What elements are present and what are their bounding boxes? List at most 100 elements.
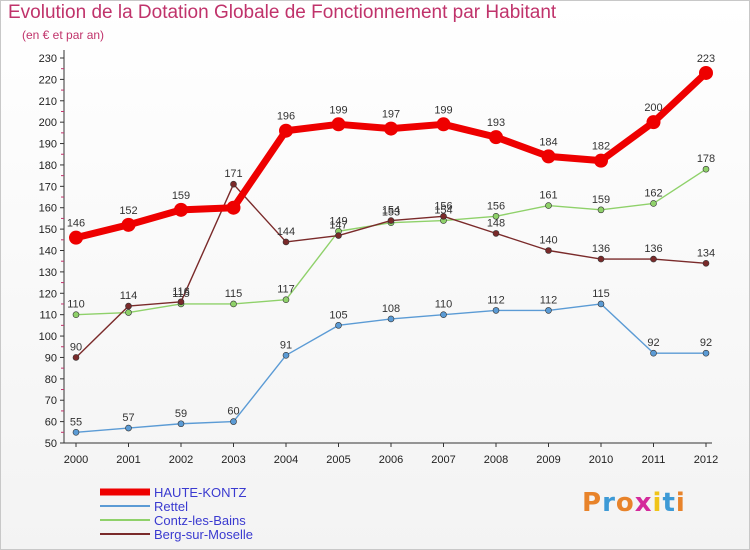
- data-point: [545, 202, 552, 209]
- data-point: [177, 298, 185, 306]
- data-point: [331, 117, 346, 132]
- data-label: 91: [280, 339, 292, 351]
- data-point: [492, 230, 500, 237]
- x-tick-label: 2003: [221, 454, 245, 466]
- y-tick-label: 130: [39, 267, 57, 279]
- x-tick-label: 2004: [274, 454, 298, 466]
- x-tick-label: 2001: [116, 454, 140, 466]
- x-tick-label: 2010: [589, 454, 613, 466]
- data-label: 140: [539, 235, 557, 247]
- y-tick-label: 70: [45, 395, 57, 407]
- data-point: [440, 212, 447, 220]
- data-point: [335, 232, 342, 239]
- data-point: [230, 418, 237, 425]
- data-label: 90: [70, 341, 82, 353]
- data-point: [279, 123, 293, 138]
- x-tick-label: 2008: [484, 454, 508, 466]
- data-label: 55: [70, 416, 82, 428]
- data-point: [702, 349, 710, 357]
- data-point: [492, 212, 500, 220]
- legend-label: HAUTE-KONTZ: [154, 485, 247, 500]
- proxiti-logo: Proxiti: [582, 488, 686, 518]
- y-tick-label: 120: [39, 288, 57, 300]
- data-label: 156: [434, 200, 452, 212]
- data-point: [436, 117, 451, 132]
- chart-title: Evolution de la Dotation Globale de Fonc…: [8, 2, 557, 23]
- data-point: [646, 115, 661, 130]
- data-point: [650, 349, 657, 357]
- logo-letter: P: [582, 488, 603, 518]
- data-label: 162: [644, 187, 662, 199]
- data-point: [489, 130, 503, 145]
- data-point: [492, 307, 500, 314]
- y-tick-label: 110: [39, 310, 57, 322]
- logo-letter: r: [602, 488, 616, 518]
- data-label: 159: [172, 190, 190, 202]
- data-point: [282, 238, 290, 246]
- data-label: 182: [592, 141, 610, 153]
- data-point: [125, 302, 132, 310]
- series-line-contz-les-bains: [75, 168, 707, 316]
- data-point: [702, 260, 710, 267]
- legend: HAUTE-KONTZRettelContz-les-BainsBerg-sur…: [100, 485, 253, 542]
- data-label: 59: [175, 408, 187, 420]
- data-point: [597, 255, 605, 263]
- data-label: 178: [697, 153, 715, 165]
- y-tick-label: 200: [39, 117, 57, 129]
- data-point: [125, 424, 132, 432]
- y-tick-label: 60: [45, 417, 57, 429]
- data-label: 117: [277, 284, 295, 296]
- data-point: [72, 354, 80, 361]
- data-label: 196: [277, 111, 295, 123]
- x-tick-label: 2011: [642, 454, 666, 466]
- data-label: 147: [329, 220, 347, 232]
- data-point: [226, 200, 241, 215]
- x-tick-label: 2007: [431, 454, 455, 466]
- axes: 50 60 70 80 90 100 110 120 130 140 150 160 170 180 190…: [39, 50, 718, 466]
- series-lines: [69, 65, 713, 436]
- logo-letter: x: [634, 488, 653, 518]
- data-point: [69, 230, 83, 245]
- data-label: 197: [382, 109, 400, 121]
- data-label: 116: [172, 286, 190, 298]
- data-point: [702, 165, 710, 173]
- data-label: 115: [592, 288, 610, 300]
- data-label: 148: [487, 217, 505, 229]
- data-point: [282, 296, 290, 303]
- legend-label: Berg-sur-Moselle: [154, 527, 253, 542]
- data-label: 115: [172, 288, 190, 300]
- data-label: 152: [119, 205, 137, 217]
- data-point: [72, 429, 80, 436]
- data-point: [174, 202, 188, 217]
- y-tick-label: 80: [45, 374, 57, 386]
- data-label: 136: [592, 243, 610, 255]
- data-point: [541, 149, 556, 164]
- data-point: [597, 300, 605, 308]
- x-tick-label: 2009: [536, 454, 560, 466]
- data-point: [230, 300, 237, 308]
- data-label: 153: [382, 207, 400, 219]
- data-point: [230, 180, 237, 188]
- x-tick-label: 2005: [326, 454, 350, 466]
- data-label: 146: [67, 218, 85, 230]
- data-label: 114: [120, 290, 138, 302]
- data-label: 199: [329, 104, 347, 116]
- data-label: 92: [647, 337, 659, 349]
- y-tick-label: 160: [39, 203, 57, 215]
- data-point: [594, 153, 608, 168]
- data-point: [545, 307, 552, 314]
- data-label: 105: [329, 309, 347, 321]
- data-point: [597, 206, 605, 214]
- data-point: [650, 200, 657, 207]
- y-tick-label: 100: [39, 331, 57, 343]
- logo-letter: i: [675, 488, 686, 518]
- data-label: 57: [122, 412, 134, 424]
- series-line-rettel: [75, 303, 707, 434]
- data-point: [125, 309, 132, 316]
- legend-label: Rettel: [154, 499, 188, 514]
- y-tick-label: 180: [39, 160, 57, 172]
- data-point: [384, 121, 398, 136]
